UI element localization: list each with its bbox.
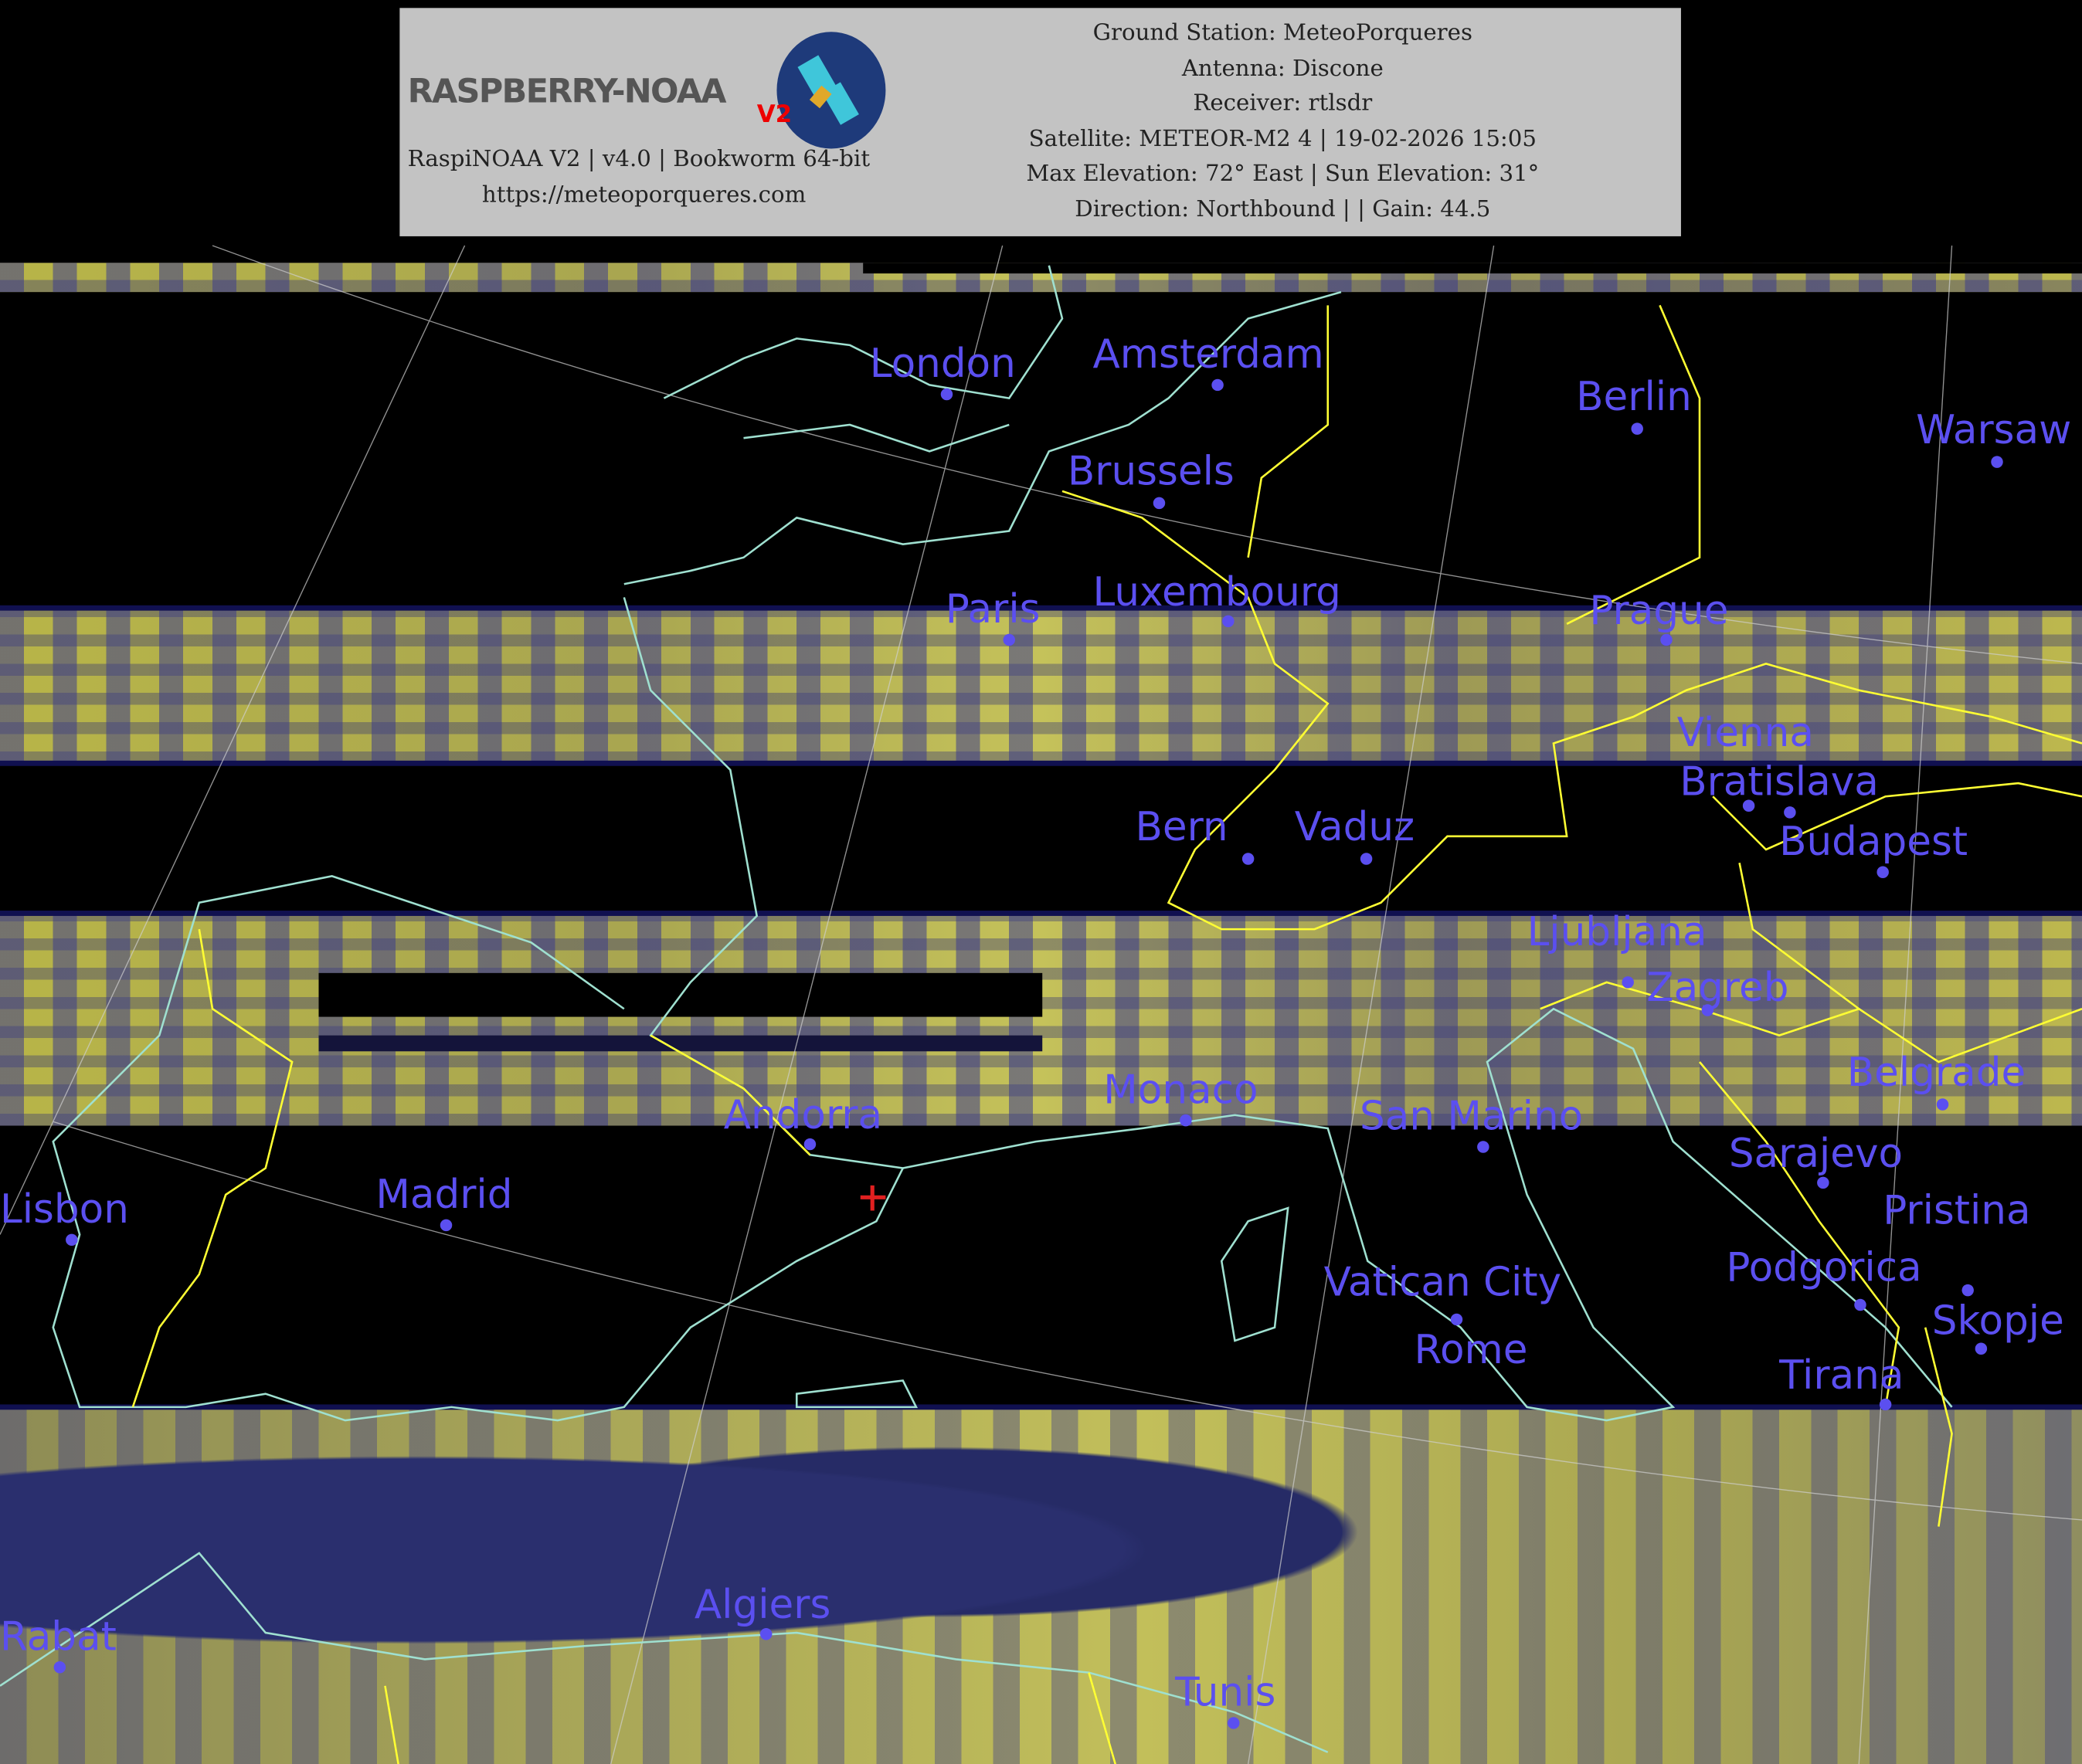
band-edge [0,605,2082,611]
image-band [0,608,2082,764]
city-label-podgorica: Podgorica [1726,1245,1922,1292]
city-label-london: London [869,341,1016,388]
band-edge [0,1404,2082,1410]
city-label-madrid: Madrid [375,1172,513,1219]
city-dot [759,1628,773,1640]
city-label-algiers: Algiers [694,1582,831,1629]
ground-station: Ground Station: MeteoPorqueres [1092,19,1472,47]
city-label-prague: Prague [1589,588,1729,635]
city-dot [1450,1313,1463,1326]
city-dot [1936,1098,1949,1111]
city-label-andorra: Andorra [723,1092,883,1139]
city-label-warsaw: Warsaw [1916,407,2072,454]
city-label-lisbon: Lisbon [0,1186,129,1233]
band-edge [0,911,2082,916]
city-dot [53,1661,66,1674]
city-label-berlin: Berlin [1576,374,1692,421]
satellite-info: Satellite: METEOR-M2 4 | 19-02-2026 15:0… [1028,125,1537,152]
city-label-brussels: Brussels [1067,448,1235,496]
city-label-vatican-city: Vatican City [1323,1260,1562,1307]
city-dot [803,1138,817,1151]
city-label-paris: Paris [945,586,1041,633]
receiver: Receiver: rtlsdr [1193,90,1373,117]
city-label-belgrade: Belgrade [1846,1050,2026,1097]
city-dot [1784,806,1796,819]
city-label-tunis: Tunis [1175,1670,1276,1717]
city-label-sarajevo: Sarajevo [1728,1131,1904,1178]
pass-details: Ground Station: MeteoPorqueres Antenna: … [931,16,1635,227]
city-dot [940,388,953,401]
city-dot [1854,1298,1866,1311]
signal-gap [863,263,2082,274]
city-label-bern: Bern [1135,804,1228,851]
city-dot [1660,633,1673,646]
city-dot [1360,853,1373,865]
city-dot [1222,615,1235,628]
city-label-rome: Rome [1414,1327,1528,1374]
city-label-budapest: Budapest [1779,819,1968,866]
satellite-logo-icon [776,32,886,149]
image-band [0,1406,2082,1764]
software-version: RaspiNOAA V2 | v4.0 | Bookworm 64-bit [407,146,871,173]
coastline [0,265,1953,1753]
city-dot [1241,853,1255,865]
city-label-amsterdam: Amsterdam [1092,331,1324,378]
city-label-luxembourg: Luxembourg [1092,569,1341,616]
city-dot [1477,1141,1489,1153]
city-dot [1877,866,1889,878]
direction-gain: Direction: Northbound | | Gain: 44.5 [1075,195,1491,222]
city-label-san-marino: San Marino [1360,1094,1584,1141]
city-label-pristina: Pristina [1883,1188,2031,1235]
city-dot [1817,1176,1829,1189]
city-dot [440,1219,453,1232]
city-label-zagreb: Zagreb [1646,965,1789,1012]
city-dot [1701,1004,1714,1016]
city-label-vaduz: Vaduz [1294,804,1415,851]
country-borders [131,304,2082,1764]
city-dot [1003,633,1015,646]
city-label-bratislava: Bratislava [1680,759,1879,806]
city-dot [1975,1342,1988,1355]
city-dot [1227,1717,1240,1729]
logo-badge: V2 [756,100,793,129]
city-dot [66,1233,78,1247]
band-edge [0,760,2082,766]
city-dot [1211,378,1224,392]
website-link[interactable]: https://meteoporqueres.com [481,181,807,209]
pass-info-header: RASPBERRY-NOAA V2 RaspiNOAA V2 | v4.0 | … [399,8,1681,236]
city-dot [1742,799,1755,812]
elevation-info: Max Elevation: 72° East | Sun Elevation:… [1026,160,1540,188]
city-dot [1622,976,1634,989]
city-dot [1961,1284,1974,1297]
city-label-skopje: Skopje [1931,1298,2064,1345]
city-label-vienna: Vienna [1676,710,1814,757]
city-label-tirana: Tirana [1779,1352,1904,1399]
city-dot [1153,497,1166,510]
city-dot [1991,456,2003,468]
logo: RASPBERRY-NOAA [407,71,727,110]
city-label-monaco: Monaco [1103,1067,1258,1114]
city-label-rabat: Rabat [0,1614,117,1661]
station-marker [860,1185,886,1211]
city-dot [1879,1398,1892,1411]
city-dot [1631,422,1643,435]
city-dot [1180,1114,1192,1127]
city-label-ljubljana: Ljubljana [1527,909,1707,956]
image-band [0,913,2082,1126]
antenna: Antenna: Discone [1181,55,1384,82]
signal-gap [318,1035,1043,1052]
